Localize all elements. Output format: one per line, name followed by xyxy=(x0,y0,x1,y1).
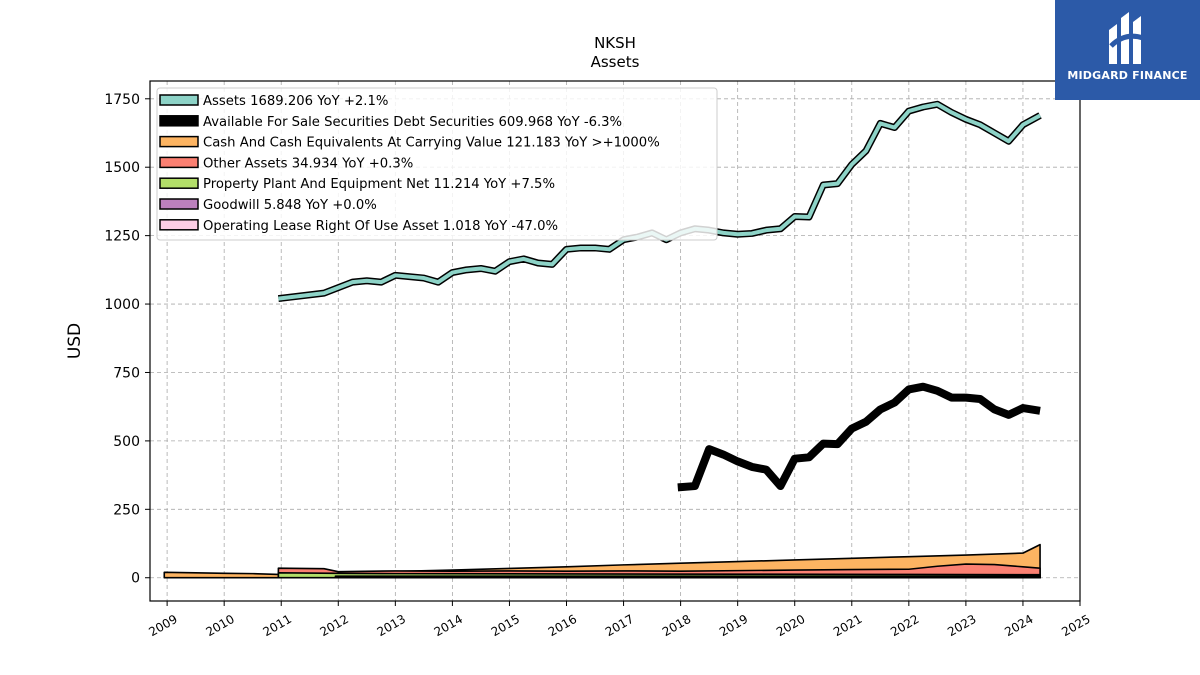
y-tick-label: 250 xyxy=(113,502,140,518)
x-tick-label: 2024 xyxy=(1002,612,1035,639)
series-available-for-sale-securities-debt-securities-line xyxy=(677,382,1041,492)
legend-label: Assets 1689.206 YoY +2.1% xyxy=(203,94,388,109)
x-tick-label: 2021 xyxy=(831,612,864,639)
chart-subtitle: Assets xyxy=(591,53,640,71)
chart-title: NKSH xyxy=(594,34,636,52)
legend-swatch xyxy=(159,156,199,169)
x-tick-label: 2009 xyxy=(146,612,179,639)
x-tick-label: 2022 xyxy=(888,612,921,639)
legend-swatch xyxy=(159,177,199,189)
legend-label: Property Plant And Equipment Net 11.214 … xyxy=(203,177,555,192)
legend-label: Goodwill 5.848 YoY +0.0% xyxy=(203,198,377,213)
brand-mark-icon xyxy=(1109,12,1144,64)
axes: 2009 2010 2011 2012 2013 2014 2015 2016 2017 2018… xyxy=(104,92,1092,639)
x-tick-label: 2011 xyxy=(260,612,293,639)
legend-swatch xyxy=(159,115,199,127)
y-tick-label: 1000 xyxy=(104,297,140,313)
x-tick-label: 2015 xyxy=(489,612,522,639)
legend-swatch xyxy=(159,198,199,210)
x-tick-label: 2019 xyxy=(717,612,750,639)
y-tick-label: 750 xyxy=(113,365,140,381)
y-tick-label: 1250 xyxy=(104,229,140,245)
legend-swatch xyxy=(159,94,199,106)
y-tick-label: 0 xyxy=(131,571,140,587)
y-tick-label: 500 xyxy=(113,434,140,450)
legend-label: Cash And Cash Equivalents At Carrying Va… xyxy=(203,136,660,151)
legend-box xyxy=(156,87,718,241)
legend-swatch xyxy=(159,135,199,148)
x-tick-label: 2023 xyxy=(945,612,978,639)
legend: Assets 1689.206 YoY +2.1% Available For S… xyxy=(156,87,718,241)
y-tick-label: 1500 xyxy=(104,160,140,176)
x-tick-label: 2017 xyxy=(603,612,636,639)
brand-name: MIDGARD FINANCE xyxy=(1067,69,1188,82)
x-tick-label: 2020 xyxy=(774,612,807,639)
x-tick-label: 2012 xyxy=(318,612,351,639)
y-axis-label: USD xyxy=(65,323,85,359)
brand-logo: MIDGARD FINANCE xyxy=(1055,0,1200,100)
x-tick-label: 2018 xyxy=(660,612,693,639)
x-tick-label: 2025 xyxy=(1059,612,1092,639)
plot-area-frame xyxy=(149,80,1081,602)
legend-label: Operating Lease Right Of Use Asset 1.018… xyxy=(203,219,558,234)
x-tick-label: 2016 xyxy=(546,612,579,639)
x-tick-label: 2013 xyxy=(375,612,408,639)
legend-swatch xyxy=(159,219,199,231)
x-tick-label: 2014 xyxy=(432,612,465,639)
legend-label: Other Assets 34.934 YoY +0.3% xyxy=(203,156,413,171)
legend-label: Available For Sale Securities Debt Secur… xyxy=(203,115,622,130)
x-tick-label: 2010 xyxy=(203,612,236,639)
y-tick-label: 1750 xyxy=(104,92,140,108)
series-operating-lease-right-of-use-asset-area xyxy=(748,576,1041,579)
